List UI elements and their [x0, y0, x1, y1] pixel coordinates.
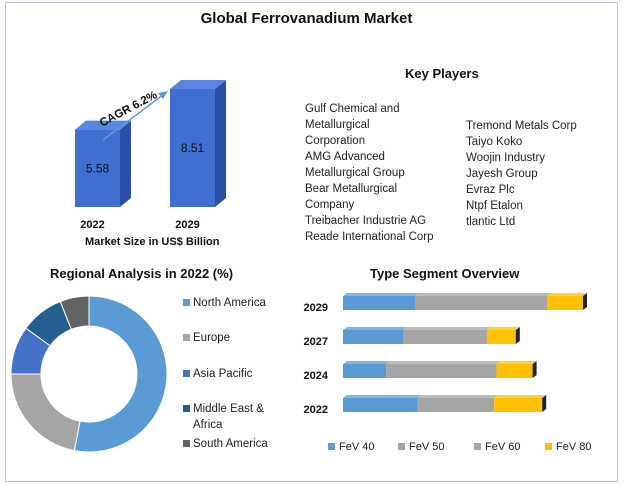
type-category-label-2022: 2022: [304, 404, 328, 416]
bar-segment-fev40: [343, 296, 415, 310]
legend-swatch: [183, 405, 190, 412]
legend-swatch: [183, 299, 190, 306]
bar-2029: [170, 89, 215, 207]
bar-side-2022: [120, 120, 131, 207]
type-legend-item: FeV 40: [328, 441, 374, 453]
bar-category-label-2022: 2022: [80, 219, 104, 231]
key-player-item: Evraz Plc: [466, 184, 515, 196]
bar-segment-fev50: [386, 364, 497, 378]
bar-segment-top: [343, 293, 419, 296]
bar-segment-top: [487, 327, 520, 330]
regional-title: Regional Analysis in 2022 (%): [50, 266, 234, 281]
bar-segment-fev40: [343, 364, 387, 378]
key-players-title: Key Players: [405, 66, 479, 81]
pie-slice-europe: [10, 373, 81, 452]
key-player-item: Gulf Chemical and: [305, 103, 400, 115]
bar-segment-top: [386, 361, 501, 364]
legend-label: Asia Pacific: [193, 368, 253, 380]
legend-label: FeV 50: [409, 441, 445, 453]
bar-end-side: [532, 361, 537, 378]
market-size-caption: Market Size in US$ Billion: [85, 236, 220, 248]
cagr-arrow-head: [158, 91, 168, 99]
type-category-label-2027: 2027: [304, 336, 328, 348]
type-legend-item: FeV 50: [398, 441, 444, 453]
key-player-item: Treibacher Industrie AG: [305, 215, 427, 227]
legend-swatch: [545, 443, 552, 450]
bar-end-side: [583, 293, 587, 310]
key-player-item: Woojin Industry: [466, 152, 546, 164]
legend-swatch: [328, 443, 335, 450]
legend-swatch: [183, 334, 190, 341]
legend-label: South America: [193, 438, 268, 450]
bar-segment-fev50: [417, 398, 495, 412]
key-player-item: Taiyo Koko: [466, 136, 523, 148]
pie-slice-south-america: [59, 295, 90, 331]
bar-segment-top: [343, 361, 391, 364]
bar-segment-fev80: [496, 364, 533, 378]
legend-swatch: [183, 440, 190, 447]
key-player-item: Jayesh Group: [466, 168, 538, 180]
bar-end-side: [542, 395, 547, 412]
legend-label: FeV 40: [339, 441, 375, 453]
key-player-item: Corporation: [305, 135, 366, 147]
bar-top-2022: [75, 120, 131, 130]
bar-segment-top: [494, 395, 547, 398]
bar-segment-fev40: [343, 398, 418, 412]
bar-segment-fev80: [487, 330, 516, 344]
bar-segment-top: [415, 293, 551, 296]
bar-segment-top: [547, 293, 587, 296]
key-player-item: AMG Advanced: [305, 151, 385, 163]
bar-segment-top: [343, 327, 407, 330]
bar-segment-fev50: [403, 330, 487, 344]
legend-label: Europe: [193, 332, 231, 344]
bar-top-2029: [170, 80, 226, 89]
cagr-arrow-line: [102, 93, 165, 141]
bar-segment-fev50: [415, 296, 547, 310]
key-player-item: Reade International Corp: [305, 231, 434, 243]
legend-swatch: [183, 370, 190, 377]
legend-label: North America: [193, 297, 266, 309]
key-player-item: Metallurgical Group: [305, 167, 405, 179]
type-segment-title: Type Segment Overview: [370, 266, 520, 281]
legend-label: FeV 60: [485, 441, 521, 453]
page-title: Global Ferrovanadium Market: [200, 10, 413, 27]
type-legend-item: FeV 60: [474, 441, 520, 453]
bar-segment-top: [496, 361, 537, 364]
type-legend-item: FeV 80: [545, 441, 591, 453]
legend-swatch: [474, 443, 481, 450]
bar-segment-top: [403, 327, 491, 330]
bar-value-label-2022: 5.58: [86, 161, 110, 175]
bar-category-label-2029: 2029: [175, 219, 199, 231]
legend-label: Middle East & Africa: [193, 403, 264, 431]
type-category-label-2029: 2029: [304, 302, 328, 314]
bar-segment-top: [417, 395, 499, 398]
key-player-item: Tremond Metals Corp: [466, 120, 577, 132]
legend-swatch: [398, 443, 405, 450]
pie-slice-north-america: [73, 295, 168, 453]
bar-value-label-2029: 8.51: [181, 141, 205, 155]
bar-segment-fev80: [547, 296, 583, 310]
key-player-item: Company: [305, 199, 355, 211]
key-player-item: Bear Metallurgical: [305, 183, 398, 195]
bar-end-side: [515, 327, 520, 344]
bar-2022: [75, 129, 120, 207]
type-category-label-2024: 2024: [304, 370, 329, 382]
bar-segment-fev80: [494, 398, 543, 412]
key-player-item: tlantic Ltd: [466, 216, 516, 228]
key-player-item: Ntpf Etalon: [466, 200, 523, 212]
bar-segment-fev40: [343, 330, 403, 344]
bar-segment-top: [343, 395, 422, 398]
legend-label: FeV 80: [556, 441, 592, 453]
bar-side-2029: [215, 80, 226, 207]
key-player-item: Metallurgical: [305, 119, 370, 131]
